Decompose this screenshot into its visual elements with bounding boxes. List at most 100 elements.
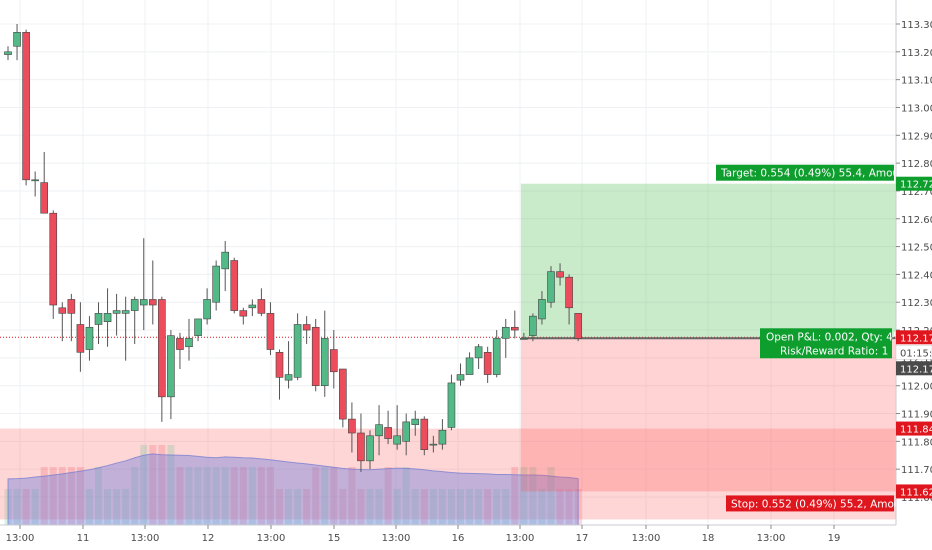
candle-body <box>22 32 30 181</box>
candle <box>76 302 85 372</box>
price-tick-label: 112.400 <box>901 270 932 281</box>
candle-body <box>293 324 302 378</box>
candle <box>402 413 411 456</box>
candle-body <box>185 338 193 348</box>
volume-bar <box>158 445 166 525</box>
candle-body <box>384 427 392 439</box>
candlesticks <box>4 24 582 472</box>
time-tick-label: 13:00 <box>131 533 160 544</box>
candle-body <box>393 435 401 445</box>
svg-text:112.172: 112.172 <box>900 364 932 375</box>
candle <box>49 210 58 319</box>
volume-bar <box>140 445 148 525</box>
volume-bar <box>285 489 293 525</box>
candle <box>194 318 202 342</box>
long-position-tool <box>0 183 896 492</box>
candle <box>103 288 112 347</box>
candle-body <box>402 421 411 442</box>
volume-bar <box>294 489 302 525</box>
candle <box>411 410 420 436</box>
volume-bar <box>321 467 329 525</box>
candle <box>329 330 338 389</box>
candle <box>230 257 239 314</box>
time-tick-label: 12 <box>202 533 215 544</box>
candle <box>121 296 130 361</box>
candle-body <box>538 299 546 320</box>
candle-body <box>58 307 67 314</box>
price-tick-label: 111.600 <box>901 493 932 504</box>
volume-bar <box>457 489 464 525</box>
stop-price-tag: 111.620 <box>896 484 932 499</box>
svg-text:112.726: 112.726 <box>900 180 932 191</box>
candle <box>167 330 175 420</box>
price-tick-label: 112.500 <box>901 243 932 254</box>
candle <box>248 299 257 317</box>
volume-bar <box>40 467 48 525</box>
time-tick-label: 16 <box>452 533 465 544</box>
volume-bar <box>511 467 519 525</box>
volume-bar <box>58 467 66 525</box>
candle <box>348 402 356 453</box>
candle <box>85 316 94 361</box>
price-axis: 113.300 113.200 113.100 113.000 112.900 112.8… <box>895 0 932 550</box>
candle <box>239 307 248 325</box>
candle-body <box>194 318 202 336</box>
stop-label-text: Stop: 0.552 (0.49%) 55.2, Amount: <box>731 498 915 510</box>
candle-body <box>565 276 573 309</box>
time-tick-label: 15 <box>328 533 341 544</box>
time-tick-label: 13:00 <box>382 533 411 544</box>
countdown-tag: 01:15:45 <box>895 345 932 360</box>
svg-text:01:15:45: 01:15:45 <box>900 348 932 359</box>
candle <box>149 260 157 325</box>
volume-bar <box>67 467 75 525</box>
volume-bar <box>393 489 401 525</box>
volume-bar <box>348 467 356 525</box>
volume-bar <box>257 467 265 525</box>
price-tick-label: 112.900 <box>901 131 932 142</box>
candle-body <box>149 299 157 306</box>
price-axis-bg <box>896 0 932 550</box>
volume-bar <box>194 467 202 525</box>
stop-label: Stop: 0.552 (0.49%) 55.2, Amount: <box>726 495 915 512</box>
time-tick-label: 13:00 <box>506 533 535 544</box>
price-tick-label: 113.000 <box>901 103 932 114</box>
candle <box>67 293 76 342</box>
volume-bar <box>402 467 410 525</box>
candle <box>547 266 555 308</box>
candle <box>393 405 401 450</box>
candle-body <box>547 271 555 303</box>
candle-body <box>429 443 438 446</box>
candle <box>492 330 501 378</box>
volume-bar <box>248 467 256 525</box>
price-tick-label: 113.100 <box>901 76 932 87</box>
candle-body <box>239 310 248 317</box>
candle-body <box>501 326 510 339</box>
candle <box>510 310 519 339</box>
candle <box>4 46 12 61</box>
volume-bar <box>185 467 193 525</box>
volume-bar <box>502 489 510 525</box>
volume-bar <box>13 489 21 525</box>
candle-body <box>49 212 58 306</box>
candle-body <box>139 299 148 306</box>
volume-bar <box>113 489 121 525</box>
price-tick-label: 112.300 <box>901 298 932 309</box>
volume-bar <box>366 489 374 525</box>
candle-body <box>94 313 103 325</box>
candle-body <box>212 265 220 303</box>
candle-body <box>311 326 320 387</box>
zone-price-tag: 111.846 <box>896 421 932 436</box>
pnl-label-line2: Risk/Reward Ratio: 1 <box>780 345 888 357</box>
candle <box>22 29 30 186</box>
candle-body <box>366 435 374 462</box>
target-price-tag: 112.726 <box>896 176 932 191</box>
candle-body <box>474 346 483 359</box>
volume-bar <box>312 467 320 525</box>
candle <box>556 263 564 286</box>
candle-body <box>510 326 519 331</box>
current-price-tag: 112.172 <box>896 361 932 376</box>
candle-body <box>112 310 121 314</box>
candle <box>456 363 465 386</box>
candle <box>501 318 510 358</box>
